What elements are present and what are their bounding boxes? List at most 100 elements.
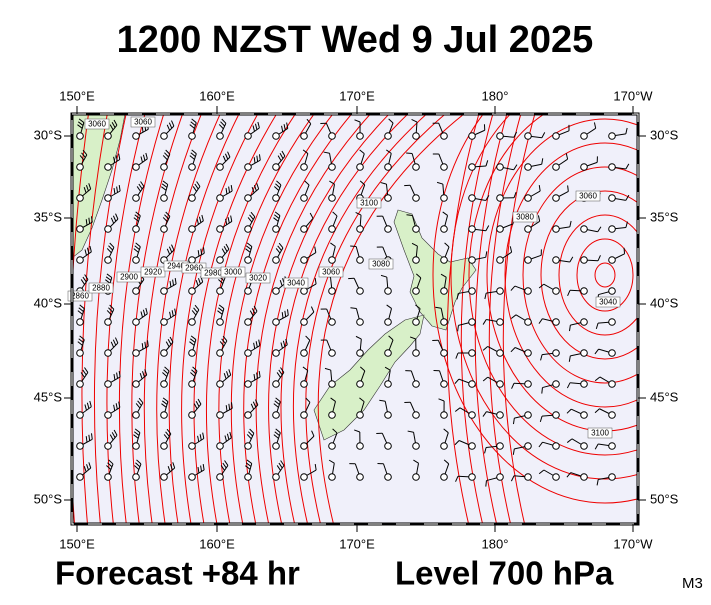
barb-station [161,474,168,481]
lat-label-right: 50°S [650,491,679,506]
barb-station [441,381,448,388]
barb-station [609,288,616,295]
barb-station [273,226,280,233]
barb-station [77,195,84,202]
barb-station [273,350,280,357]
lon-label-bottom: 150°E [59,536,95,551]
barb-station [553,319,560,326]
barb-station [357,319,364,326]
contour-label: 3100 [360,199,378,208]
barb-station [497,412,504,419]
barb-station [581,381,588,388]
barb-station [245,195,252,202]
barb-station [329,133,336,140]
barb-station [329,257,336,264]
barb-station [105,226,112,233]
barb-station [329,164,336,171]
barb-station [77,133,84,140]
barb-station [189,257,196,264]
lat-label-right: 30°S [650,127,679,142]
barb-station [161,195,168,202]
barb-station [609,257,616,264]
barb-station [357,443,364,450]
barb-station [245,133,252,140]
contour-label: 3080 [372,260,390,269]
barb-station [469,474,476,481]
barb-feather [624,248,625,254]
barb-station [553,164,560,171]
barb-station [385,350,392,357]
barb-station [133,195,140,202]
barb-station [77,226,84,233]
barb-station [217,226,224,233]
lat-label-right: 35°S [650,209,679,224]
barb-station [497,257,504,264]
barb-station [273,474,280,481]
level-label: Level 700 hPa [395,555,614,592]
barb-station [413,474,420,481]
lat-label-left: 35°S [34,209,63,224]
barb-station [189,412,196,419]
barb-station [357,164,364,171]
contour-label: 2880 [92,284,110,293]
barb-station [441,412,448,419]
barb-station [329,319,336,326]
barb-station [217,164,224,171]
barb-station [77,350,84,357]
barb-station [441,226,448,233]
barb-station [553,226,560,233]
barb-station [581,226,588,233]
barb-station [105,381,112,388]
barb-station [77,164,84,171]
barb-station [497,319,504,326]
barb-station [273,381,280,388]
barb-station [217,412,224,419]
barb-station [609,319,616,326]
contour-label: 3060 [88,120,106,129]
barb-station [273,412,280,419]
barb-station [273,257,280,264]
title: 1200 NZST Wed 9 Jul 2025 [117,19,594,61]
barb-station [525,133,532,140]
barb-station [497,474,504,481]
barb-station [357,381,364,388]
barb-station [413,226,420,233]
contour-label: 3100 [591,429,609,438]
barb-station [413,319,420,326]
barb-feather [406,153,412,154]
barb-station [357,412,364,419]
barb-station [581,164,588,171]
barb-station [525,319,532,326]
barb-station [497,195,504,202]
contour-label: 2960 [185,264,203,273]
contour-label: 3060 [322,268,340,277]
barb-station [329,412,336,419]
barb-station [525,443,532,450]
barb-station [553,195,560,202]
contour-label: 2900 [120,273,138,282]
barb-station [105,474,112,481]
barb-station [441,474,448,481]
barb-station [385,443,392,450]
lat-label-left: 45°S [34,389,63,404]
contour-label: 3080 [516,213,534,222]
barb-station [301,195,308,202]
lon-label-bottom: 170°E [339,536,375,551]
barb-station [329,350,336,357]
barb-station [133,381,140,388]
barb-station [553,350,560,357]
barb-station [245,350,252,357]
barb-station [385,195,392,202]
contour-label: 3060 [134,118,152,127]
barb-station [245,381,252,388]
contour-label: 3020 [249,274,267,283]
barb-station [105,133,112,140]
barb-feather [542,388,543,394]
barb-station [301,412,308,419]
barb-station [469,164,476,171]
barb-station [77,319,84,326]
barb-feather [350,246,356,247]
lon-label-top: 160°E [199,88,235,103]
barb-station [497,350,504,357]
barb-station [133,443,140,450]
